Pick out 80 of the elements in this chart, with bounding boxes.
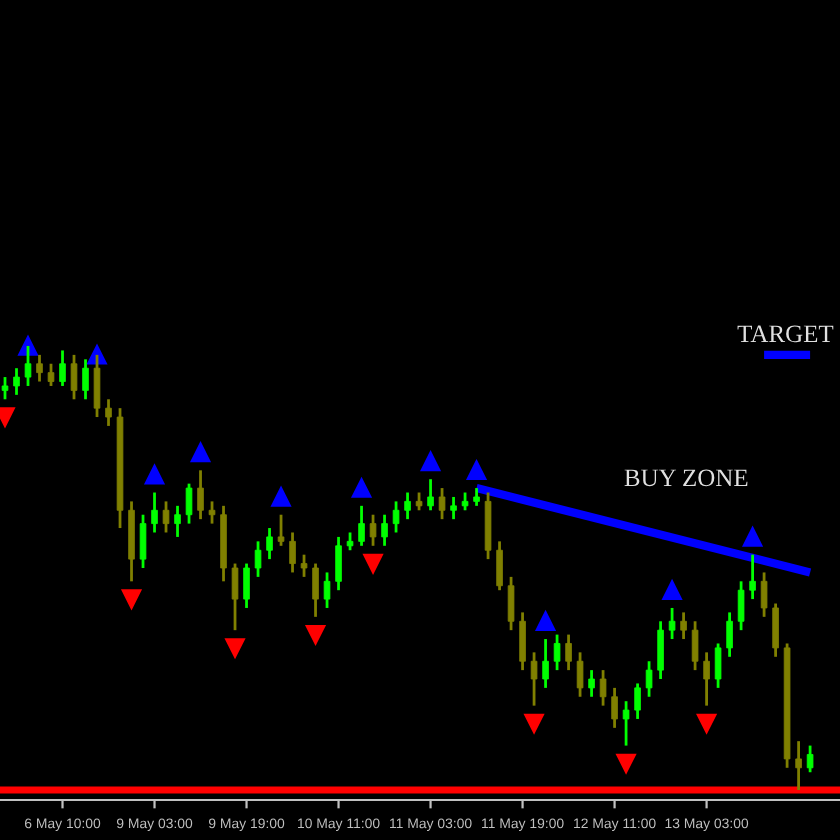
candlestick (599, 668, 607, 708)
candlestick (760, 571, 768, 619)
point (524, 713, 544, 734)
candlestick (392, 500, 400, 534)
candlestick (335, 535, 342, 592)
candlestick (323, 571, 331, 610)
candlestick (369, 513, 377, 548)
candlestick (795, 739, 802, 792)
candlestick (24, 344, 32, 388)
point (616, 753, 636, 774)
candlestick (634, 682, 641, 721)
candlestick (438, 486, 446, 521)
point (420, 451, 441, 472)
point (271, 487, 291, 507)
candlestick (139, 513, 147, 570)
candlestick (82, 357, 89, 401)
candlestick (714, 642, 722, 690)
candlestick (657, 619, 664, 681)
candlestick (576, 650, 584, 699)
candlestick (254, 539, 262, 579)
candlestick (381, 513, 388, 548)
point (121, 589, 142, 609)
point (535, 611, 556, 631)
candlestick (93, 353, 101, 419)
candlestick (1, 375, 9, 401)
candlestick (680, 611, 687, 641)
candlestick (162, 500, 170, 534)
point (742, 527, 763, 547)
candlestick (691, 619, 699, 672)
candlestick (174, 504, 181, 539)
point (144, 465, 165, 485)
candlestick (668, 606, 676, 641)
candlestick (588, 668, 595, 699)
candlestick (277, 513, 285, 548)
candlestick (450, 495, 457, 521)
candlestick (496, 539, 503, 592)
candlestick (231, 562, 239, 632)
candlestick (300, 553, 308, 579)
candlestick (266, 526, 273, 561)
text: TARGET (737, 325, 834, 343)
candlestick (553, 633, 561, 672)
point (466, 460, 487, 481)
candlestick (507, 575, 515, 632)
candlestick (772, 602, 779, 659)
point (363, 553, 383, 574)
candlestick (312, 562, 319, 619)
point (351, 478, 372, 498)
candlestick (530, 650, 538, 708)
candlestick (737, 579, 745, 632)
candlestick (47, 362, 55, 388)
candlestick (36, 353, 43, 383)
candlestick (703, 650, 710, 708)
candlestick (542, 637, 549, 690)
point (190, 442, 211, 463)
candlestick (622, 699, 630, 747)
candlestick (519, 611, 526, 672)
point (696, 713, 717, 734)
candlestick (645, 659, 653, 699)
candlestick (70, 353, 78, 401)
candlestick (197, 468, 204, 521)
candlestick (59, 349, 66, 388)
candlestick (208, 500, 216, 525)
candlestick (427, 477, 434, 512)
candlestick (404, 491, 411, 521)
candlestick (105, 397, 112, 428)
candlestick (289, 531, 296, 574)
candlestick (358, 504, 365, 548)
candlestick (806, 744, 814, 774)
candlestick (749, 553, 756, 601)
candlestick (565, 633, 572, 672)
candlestick (151, 491, 158, 534)
candlestick (726, 611, 733, 659)
candlestick (13, 366, 20, 397)
point (662, 580, 682, 600)
candlestick (611, 686, 618, 730)
point (225, 638, 245, 658)
candlestick (243, 562, 250, 610)
candlestick (185, 482, 193, 525)
point (305, 624, 326, 645)
annotation: BUY ZONE (624, 469, 748, 487)
